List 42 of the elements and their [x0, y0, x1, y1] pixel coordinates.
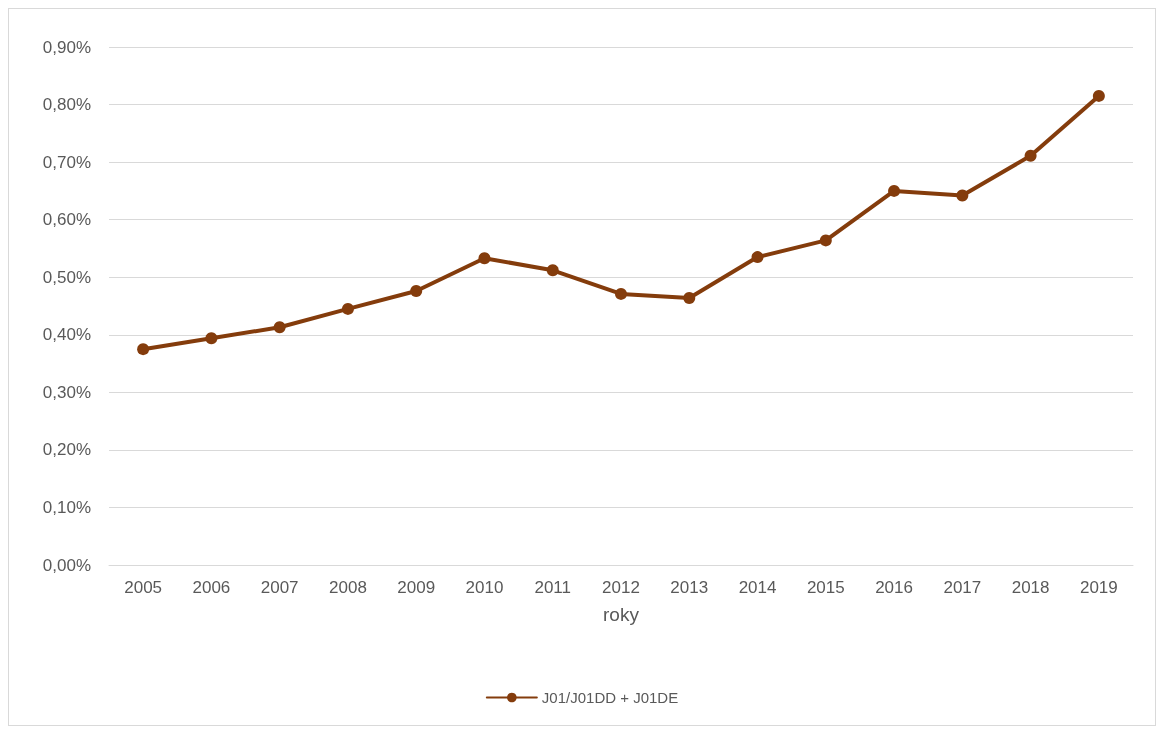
point: [478, 252, 491, 265]
point: [819, 234, 832, 247]
y-tick-label: 0,80%: [42, 95, 91, 115]
point: [1092, 89, 1105, 102]
x-tick-label: 2011: [534, 578, 572, 597]
y-tick-label: 0,20%: [42, 440, 91, 460]
point: [205, 332, 218, 345]
point: [341, 302, 354, 315]
point: [1024, 149, 1037, 162]
y-tick-label: 0,90%: [42, 37, 91, 57]
y-tick-label: 0,30%: [42, 382, 91, 402]
point: [888, 184, 901, 197]
x-tick-label: 2014: [738, 578, 777, 597]
x-tick-label: 2012: [602, 578, 640, 597]
x-tick-label: 2005: [124, 578, 163, 597]
x-tick-label: 2006: [192, 578, 231, 597]
point: [410, 285, 423, 298]
legend-label: J01/J01DD + J01DE: [541, 689, 679, 706]
point: [137, 343, 150, 356]
x-tick-label: 2007: [260, 578, 299, 597]
point: [683, 291, 696, 304]
y-tick-label: 0,40%: [42, 325, 91, 345]
x-tick-label: 2015: [806, 578, 845, 597]
y-tick-label: 0,10%: [42, 497, 91, 517]
point: [273, 321, 286, 334]
y-tick-label: 0,70%: [42, 152, 91, 172]
point: [615, 287, 627, 300]
point: [546, 264, 559, 277]
y-tick-label: 0,50%: [42, 267, 91, 287]
x-tick-label: 2009: [397, 578, 436, 597]
x-tick-label: 2008: [329, 578, 367, 597]
x-tick-label: 2016: [875, 578, 913, 597]
x-tick-label: 2019: [1079, 578, 1118, 597]
x-tick-label: 2010: [465, 578, 504, 597]
y-tick-label: 0,60%: [42, 210, 91, 230]
x-axis-title: roky: [603, 604, 640, 625]
x-tick-label: 2017: [943, 578, 982, 597]
y-tick-label: 0,00%: [42, 555, 91, 575]
point: [751, 251, 764, 264]
x-tick-label: 2018: [1011, 578, 1050, 597]
x-tick-label: 2013: [670, 578, 709, 597]
point: [956, 189, 969, 202]
